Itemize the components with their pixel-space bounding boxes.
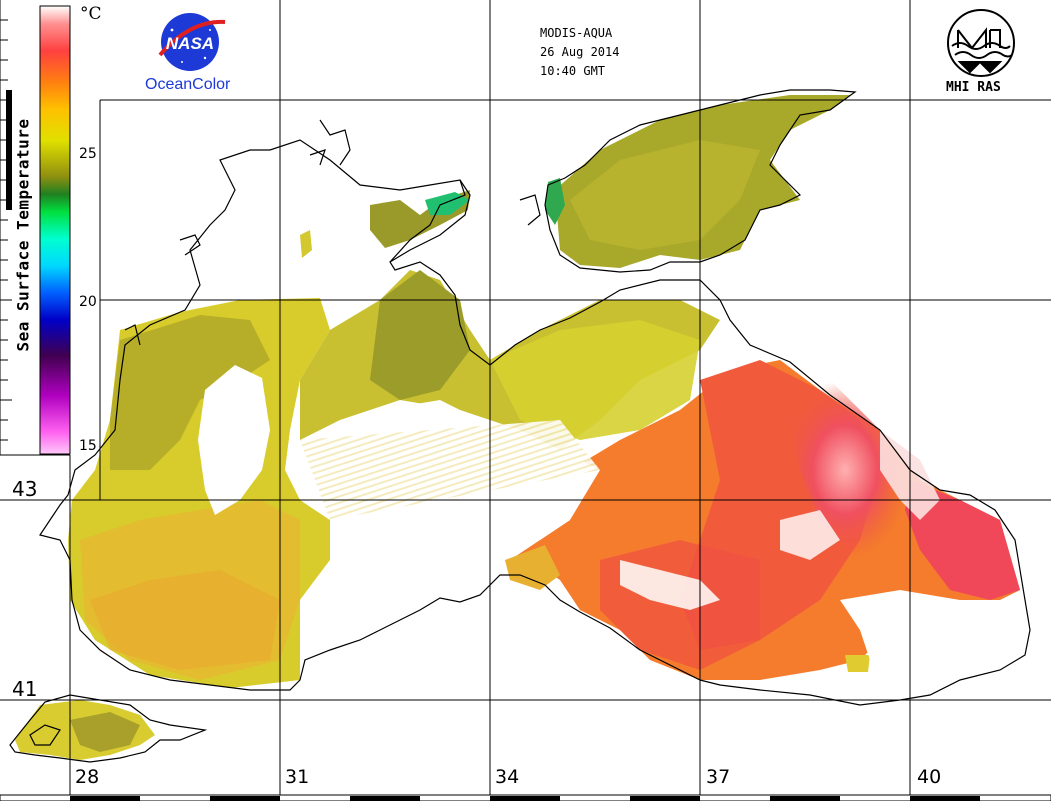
longitude-label-28: 28: [75, 766, 100, 788]
colorbar-tick-20: 20: [79, 294, 97, 310]
colorbar: [39, 5, 71, 455]
longitude-label-34: 34: [495, 766, 520, 788]
latitude-label-43: 43: [12, 477, 38, 501]
cloud-mask: [290, 400, 1020, 690]
image-header: MODIS-AQUA 26 Aug 2014 10:40 GMT: [540, 24, 670, 81]
latitude-label-41: 41: [12, 677, 38, 701]
bottom-scale: [0, 794, 1051, 801]
sst-field: [15, 95, 1020, 760]
nasa-wordmark: NASA: [166, 34, 214, 53]
sensor-label: MODIS-AQUA: [540, 26, 613, 40]
colorbar-title: Sea Surface Temperature: [13, 118, 33, 352]
mhi-ras-logo: [947, 9, 1015, 77]
coastline: [9, 89, 1031, 763]
nasa-logo: NASA: [158, 13, 226, 71]
longitude-label-31: 31: [285, 766, 310, 788]
mhi-ras-label: MHI RAS: [946, 80, 1001, 95]
oceancolor-label: OceanColor: [145, 76, 231, 93]
time-label: 10:40 GMT: [540, 64, 606, 78]
colorbar-tick-25: 25: [79, 146, 97, 162]
colorbar-tick-15: 15: [79, 438, 97, 454]
date-label: 26 Aug 2014: [540, 45, 620, 59]
longitude-label-37: 37: [706, 766, 731, 788]
colorbar-unit: °C: [80, 4, 102, 24]
longitude-label-40: 40: [917, 766, 942, 788]
colorbar-marker: [6, 90, 12, 210]
